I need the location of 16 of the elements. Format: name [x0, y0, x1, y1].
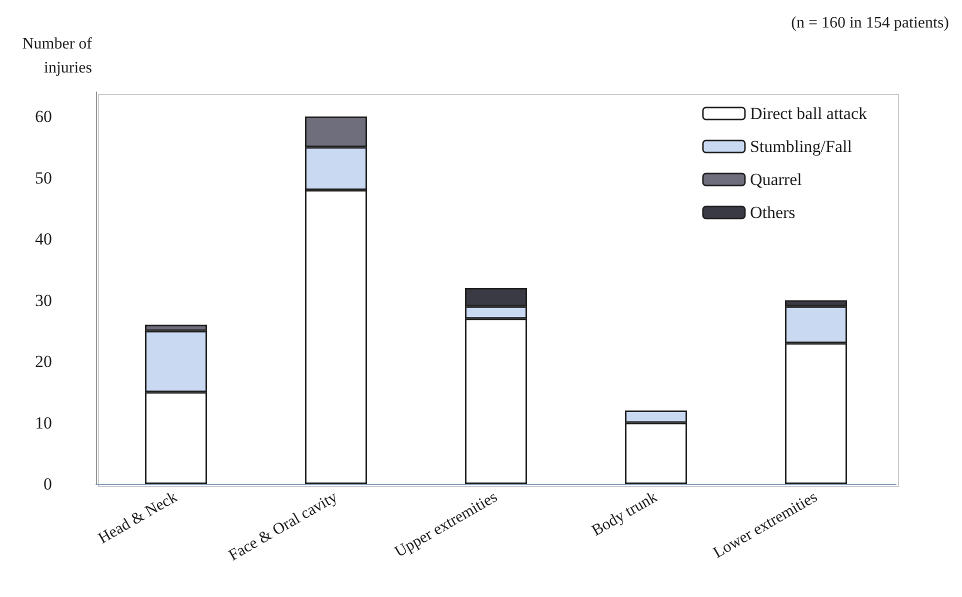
legend-label: Others — [750, 203, 796, 222]
legend-label: Quarrel — [750, 170, 802, 189]
y-tick-label: 20 — [35, 352, 52, 371]
y-axis-title: Number of injuries — [22, 36, 93, 76]
y-tick-label: 10 — [35, 413, 52, 432]
text: (n = 160 in 154 patients) — [791, 14, 949, 32]
y-tick-label: 30 — [35, 290, 52, 310]
y-tick-label: 40 — [35, 230, 52, 248]
y-tick-label: 0 — [44, 474, 52, 494]
x-tick-label: Head & Neck — [96, 488, 180, 548]
y-tick-label: 50 — [35, 168, 52, 188]
legend-label: Direct ball attack — [750, 104, 868, 123]
x-tick-label: Face & Oral cavity — [226, 488, 340, 564]
x-tick-label: Body trunk — [589, 488, 660, 540]
y-tick-label: 60 — [35, 107, 52, 126]
legend-label: Stumbling/Fall — [750, 137, 852, 156]
